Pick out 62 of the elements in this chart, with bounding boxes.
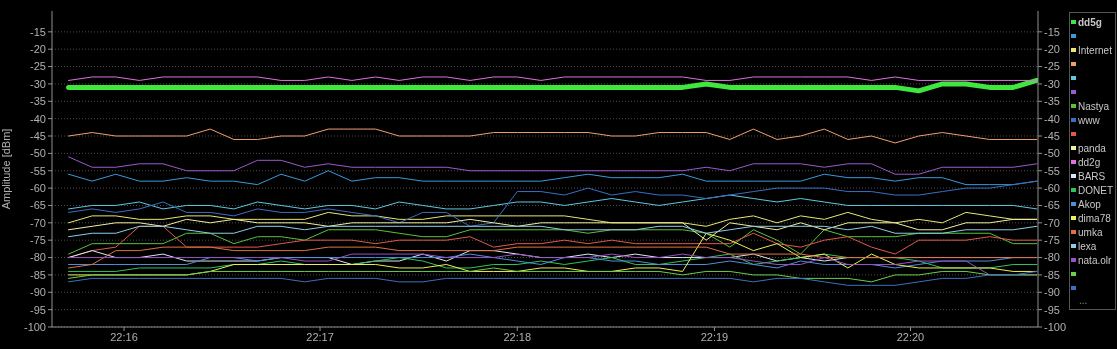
y2-tick-label: -15: [1044, 25, 1060, 38]
x-tick-label: 22:19: [700, 330, 729, 343]
legend-label: DONET: [1078, 184, 1113, 196]
y2-tick-label: -70: [1044, 216, 1060, 229]
text: ...: [1078, 295, 1089, 307]
line-series: [68, 180, 1038, 227]
legend-label: dd2g: [1078, 156, 1101, 168]
y2-tick-label: -35: [1044, 95, 1060, 108]
y-tick-label: -55: [30, 164, 46, 177]
x-tick-label: 22:20: [896, 330, 925, 343]
y-tick-label: -15: [30, 25, 46, 38]
x-tick-label: 22:17: [306, 330, 334, 343]
y2-tick-label: -75: [1044, 234, 1060, 247]
y-tick-label: -90: [30, 286, 46, 299]
y-tick-label: -65: [30, 199, 46, 212]
legend-label: nata.olr: [1078, 254, 1112, 266]
y-axis-title: Amplitude [dBm]: [0, 128, 12, 210]
legend-label: Nastya: [1078, 100, 1110, 112]
y2-tick-label: -95: [1044, 303, 1060, 316]
legend-label: BARS: [1078, 170, 1106, 182]
line-series: [68, 194, 1038, 210]
y2-tick-label: -40: [1044, 112, 1060, 125]
line-series: [68, 225, 1038, 238]
legend-label: www: [1078, 114, 1100, 126]
y2-tick-label: -85: [1044, 268, 1060, 281]
y2-tick-label: -80: [1044, 251, 1060, 264]
y2-tick-label: -20: [1044, 43, 1060, 56]
legend-label: umka: [1078, 226, 1103, 238]
y2-tick-label: -30: [1044, 77, 1060, 90]
legend-label: dd5g: [1078, 16, 1102, 28]
y-tick-label: -25: [30, 60, 46, 73]
y-tick-label: -20: [30, 43, 46, 56]
y-tick-label: -80: [30, 251, 46, 264]
y-tick-label: -35: [30, 95, 46, 108]
legend-label: panda: [1078, 142, 1106, 154]
y-tick-label: -100: [23, 320, 46, 333]
y-tick-label: -70: [30, 216, 46, 229]
y-tick-label: -50: [30, 147, 46, 160]
y-tick-label: -75: [30, 234, 46, 247]
y2-tick-label: -90: [1044, 286, 1060, 299]
y2-tick-label: -50: [1044, 147, 1060, 160]
legend-label: Internet: [1078, 44, 1112, 56]
y-tick-label: -85: [30, 268, 46, 281]
line-series: [68, 218, 1038, 241]
y2-tick-label: -100: [1044, 320, 1067, 333]
y2-tick-label: -45: [1044, 129, 1060, 142]
legend-label: lexa: [1078, 240, 1097, 252]
y2-tick-label: -60: [1044, 182, 1060, 194]
x-tick-label: 22:16: [110, 330, 138, 343]
y2-tick-label: -55: [1044, 164, 1060, 177]
y-tick-label: -45: [30, 129, 46, 142]
legend-label: Akop: [1078, 198, 1101, 210]
y-tick-label: -30: [30, 77, 46, 90]
line-series: [68, 128, 1038, 144]
line-series: [68, 156, 1038, 175]
y-tick-label: -95: [30, 303, 46, 316]
y-tick-label: -60: [30, 182, 46, 194]
x-tick-label: 22:18: [503, 330, 532, 343]
y2-tick-label: -25: [1044, 60, 1060, 73]
legend-label: dima78: [1078, 212, 1111, 224]
y2-tick-label: -65: [1044, 199, 1060, 212]
y-tick-label: -40: [30, 112, 46, 125]
